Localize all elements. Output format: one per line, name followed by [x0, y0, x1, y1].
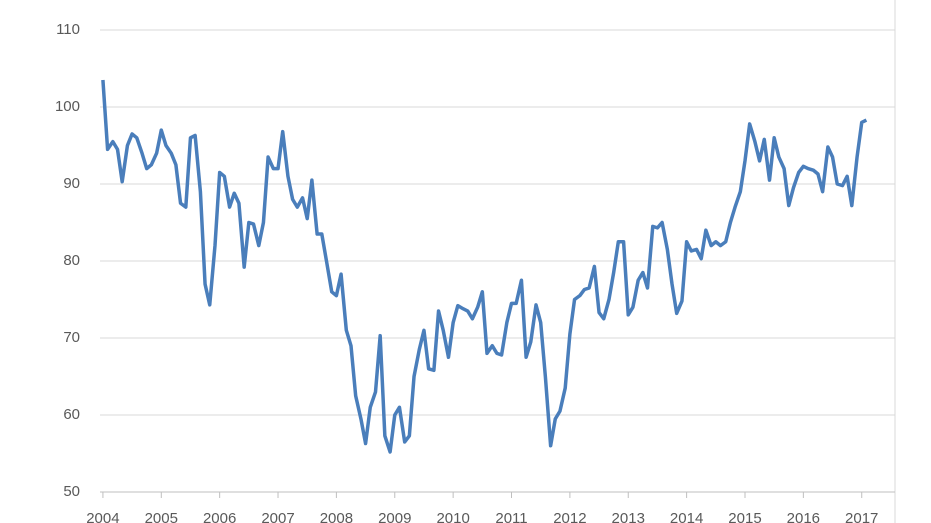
x-tick-label: 2012 [553, 510, 586, 523]
y-tick-label: 80 [63, 252, 80, 269]
x-tick-label: 2007 [261, 510, 294, 523]
x-tick-label: 2013 [612, 510, 645, 523]
x-tick-label: 2011 [495, 510, 527, 523]
x-tick-label: 2008 [320, 510, 353, 523]
x-tick-label: 2010 [436, 510, 469, 523]
x-tick-label: 2005 [145, 510, 178, 523]
x-tick-label: 2016 [787, 510, 820, 523]
y-tick-label: 110 [56, 21, 80, 38]
y-tick-label: 90 [63, 175, 80, 192]
x-tick-label: 2014 [670, 510, 703, 523]
x-tick-label: 2004 [86, 510, 119, 523]
x-tick-label: 2009 [378, 510, 411, 523]
y-tick-label: 50 [63, 483, 80, 500]
line-series [101, 79, 868, 454]
y-tick-label: 60 [63, 406, 80, 423]
x-tick-label: 2017 [845, 510, 878, 523]
x-tick-label: 2006 [203, 510, 236, 523]
y-tick-label: 100 [55, 98, 80, 115]
x-tick-label: 2015 [728, 510, 761, 523]
y-tick-label: 70 [63, 329, 80, 346]
